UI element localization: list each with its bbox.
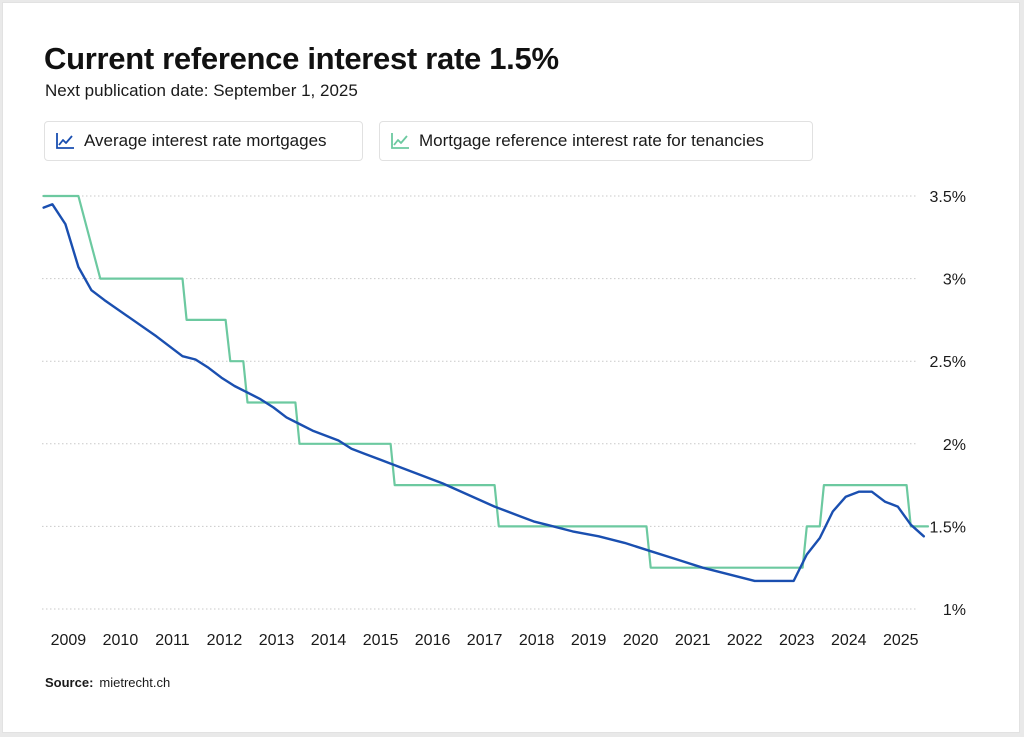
y-tick-label: 2.5% <box>930 354 966 371</box>
x-tick-label: 2017 <box>467 632 503 649</box>
source-link[interactable]: mietrecht.ch <box>99 675 171 690</box>
x-tick-label: 2018 <box>519 632 555 649</box>
chart-title: Current reference interest rate 1.5% <box>44 41 559 76</box>
legend-item-average-interest-rate-mortgages[interactable]: Average interest rate mortgages <box>44 121 363 161</box>
y-tick-label: 3.5% <box>930 189 966 206</box>
legend-item-mortgage-reference-interest-rate[interactable]: Mortgage reference interest rate for ten… <box>379 121 813 161</box>
y-tick-label: 1% <box>943 602 966 619</box>
x-tick-label: 2021 <box>675 632 711 649</box>
series-line-average-interest-rate-mortgages <box>42 203 925 583</box>
y-tick-label: 2% <box>943 437 966 454</box>
x-tick-label: 2025 <box>883 632 919 649</box>
legend-label: Average interest rate mortgages <box>84 131 327 150</box>
x-tick-label: 2020 <box>623 632 659 649</box>
x-tick-label: 2010 <box>103 632 139 649</box>
y-tick-label: 3% <box>943 272 966 289</box>
chart-subtitle: Next publication date: September 1, 2025 <box>45 81 358 100</box>
x-tick-label: 2016 <box>415 632 451 649</box>
line-chart-icon <box>55 132 75 150</box>
x-tick-label: 2022 <box>727 632 763 649</box>
line-chart-icon <box>390 132 410 150</box>
series-line-mortgage-reference-interest-rate <box>42 194 930 569</box>
x-tick-label: 2014 <box>311 632 347 649</box>
x-tick-label: 2015 <box>363 632 399 649</box>
x-tick-label: 2011 <box>155 632 190 649</box>
x-tick-label: 2023 <box>779 632 815 649</box>
x-tick-label: 2019 <box>571 632 607 649</box>
source-line: Source: mietrecht.ch <box>45 675 170 690</box>
x-tick-label: 2024 <box>831 632 867 649</box>
x-tick-label: 2009 <box>51 632 87 649</box>
x-tick-label: 2012 <box>207 632 243 649</box>
source-label: Source: <box>45 675 94 690</box>
y-tick-label: 1.5% <box>930 519 966 536</box>
legend-label: Mortgage reference interest rate for ten… <box>419 131 764 150</box>
x-tick-label: 2013 <box>259 632 295 649</box>
